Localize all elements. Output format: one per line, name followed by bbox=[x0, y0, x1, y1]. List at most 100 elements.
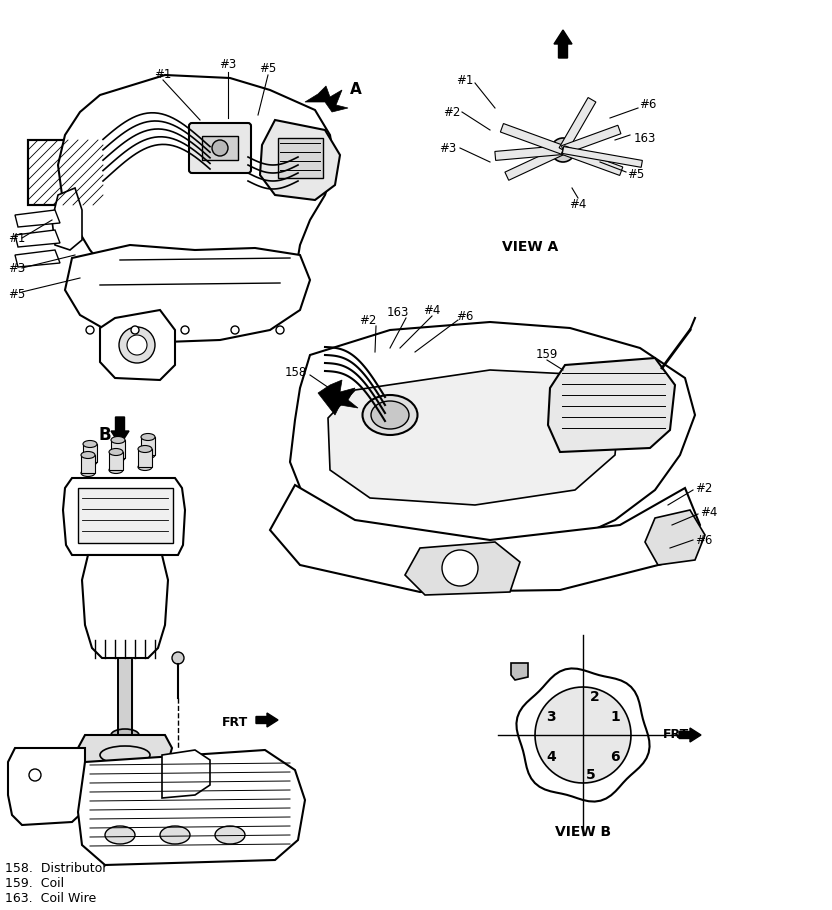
Ellipse shape bbox=[138, 463, 152, 470]
Text: #1: #1 bbox=[8, 231, 25, 245]
Ellipse shape bbox=[172, 652, 184, 664]
Text: #6: #6 bbox=[456, 309, 473, 322]
Text: 159: 159 bbox=[536, 349, 558, 361]
Ellipse shape bbox=[111, 454, 125, 461]
Polygon shape bbox=[52, 188, 82, 250]
Polygon shape bbox=[548, 358, 675, 452]
Text: 1: 1 bbox=[610, 710, 620, 724]
Bar bbox=[28, 140, 103, 205]
Polygon shape bbox=[58, 75, 335, 325]
Ellipse shape bbox=[109, 449, 123, 456]
Ellipse shape bbox=[141, 451, 155, 459]
Bar bbox=[278, 138, 323, 178]
Text: 6: 6 bbox=[610, 750, 620, 764]
Text: 3: 3 bbox=[546, 710, 556, 724]
Text: #1: #1 bbox=[456, 74, 473, 86]
Circle shape bbox=[29, 769, 41, 781]
Ellipse shape bbox=[160, 826, 190, 844]
Text: 159.  Coil: 159. Coil bbox=[5, 877, 64, 890]
Polygon shape bbox=[517, 669, 650, 802]
Text: A: A bbox=[350, 83, 362, 97]
Text: #6: #6 bbox=[639, 98, 656, 112]
Text: #2: #2 bbox=[359, 314, 377, 327]
Bar bbox=[28, 140, 103, 205]
Text: #5: #5 bbox=[627, 168, 645, 181]
Circle shape bbox=[127, 335, 147, 355]
Polygon shape bbox=[78, 750, 305, 865]
Polygon shape bbox=[405, 542, 520, 595]
Text: VIEW B: VIEW B bbox=[555, 825, 611, 839]
Text: #2: #2 bbox=[695, 481, 712, 494]
Text: 4: 4 bbox=[546, 750, 556, 764]
Polygon shape bbox=[562, 126, 621, 154]
Polygon shape bbox=[562, 147, 642, 167]
Text: 158.  Distributor: 158. Distributor bbox=[5, 862, 107, 875]
Text: #6: #6 bbox=[695, 533, 712, 547]
Bar bbox=[83, 444, 97, 462]
Polygon shape bbox=[559, 97, 596, 152]
Polygon shape bbox=[318, 380, 358, 415]
Text: 158: 158 bbox=[285, 366, 307, 379]
Ellipse shape bbox=[81, 451, 95, 459]
Circle shape bbox=[131, 326, 139, 334]
Polygon shape bbox=[505, 146, 565, 180]
Text: #5: #5 bbox=[260, 62, 276, 75]
Bar bbox=[141, 437, 155, 455]
Text: #5: #5 bbox=[8, 288, 25, 301]
Polygon shape bbox=[495, 146, 563, 160]
Ellipse shape bbox=[83, 440, 97, 448]
Ellipse shape bbox=[141, 433, 155, 440]
Polygon shape bbox=[535, 687, 631, 783]
Polygon shape bbox=[15, 230, 60, 247]
Polygon shape bbox=[111, 417, 129, 445]
Polygon shape bbox=[511, 663, 528, 680]
Text: #2: #2 bbox=[443, 106, 461, 118]
Circle shape bbox=[276, 326, 284, 334]
Circle shape bbox=[442, 550, 478, 586]
Ellipse shape bbox=[371, 401, 409, 429]
Circle shape bbox=[86, 326, 94, 334]
Text: #4: #4 bbox=[423, 304, 441, 317]
Ellipse shape bbox=[109, 467, 123, 473]
Polygon shape bbox=[562, 146, 623, 176]
Bar bbox=[109, 452, 123, 470]
Polygon shape bbox=[63, 478, 185, 555]
Polygon shape bbox=[8, 748, 85, 825]
Circle shape bbox=[231, 326, 239, 334]
Polygon shape bbox=[270, 485, 700, 592]
Text: #4: #4 bbox=[700, 505, 717, 519]
Polygon shape bbox=[305, 86, 348, 112]
Polygon shape bbox=[256, 713, 278, 727]
Text: FRT: FRT bbox=[558, 35, 568, 56]
Text: #3: #3 bbox=[8, 261, 25, 275]
Text: #3: #3 bbox=[220, 58, 236, 72]
Text: #3: #3 bbox=[439, 141, 457, 155]
Polygon shape bbox=[500, 124, 565, 154]
Text: FRT: FRT bbox=[663, 729, 689, 742]
Text: B: B bbox=[99, 426, 111, 444]
Polygon shape bbox=[290, 322, 695, 558]
Text: 163.  Coil Wire: 163. Coil Wire bbox=[5, 892, 97, 905]
Text: FRT: FRT bbox=[222, 715, 248, 729]
FancyBboxPatch shape bbox=[189, 123, 251, 173]
Ellipse shape bbox=[81, 470, 95, 477]
Ellipse shape bbox=[105, 826, 135, 844]
Ellipse shape bbox=[83, 459, 97, 466]
Bar bbox=[202, 136, 238, 160]
Ellipse shape bbox=[111, 437, 125, 443]
Ellipse shape bbox=[138, 446, 152, 452]
Text: 2: 2 bbox=[590, 690, 600, 704]
Polygon shape bbox=[82, 555, 168, 658]
Text: 163: 163 bbox=[387, 306, 409, 318]
Polygon shape bbox=[15, 250, 60, 267]
Polygon shape bbox=[554, 30, 572, 58]
Circle shape bbox=[119, 327, 155, 363]
Polygon shape bbox=[260, 120, 340, 200]
Polygon shape bbox=[328, 370, 620, 505]
Circle shape bbox=[551, 138, 575, 162]
Polygon shape bbox=[162, 750, 210, 798]
Polygon shape bbox=[679, 728, 701, 742]
Circle shape bbox=[212, 140, 228, 156]
Polygon shape bbox=[645, 510, 705, 565]
Text: VIEW A: VIEW A bbox=[502, 240, 558, 254]
